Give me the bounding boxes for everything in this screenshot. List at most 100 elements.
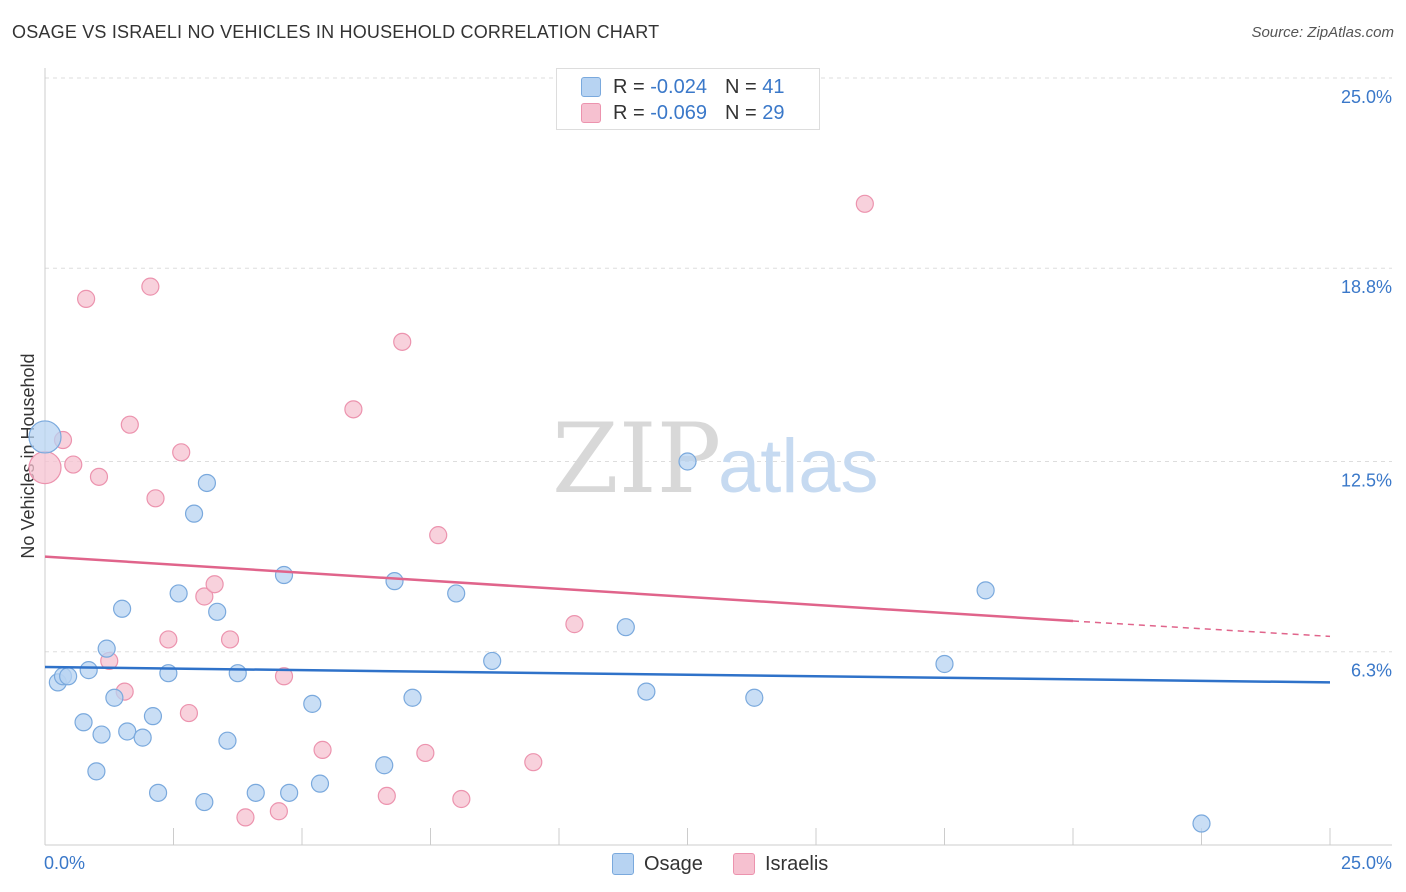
israelis-trend-line bbox=[44, 555, 1074, 623]
osage-point bbox=[74, 713, 93, 732]
israelis-point bbox=[855, 194, 874, 213]
osage-point bbox=[169, 584, 188, 603]
osage-point bbox=[87, 762, 106, 781]
osage-point bbox=[28, 420, 62, 454]
israelis-point bbox=[179, 703, 199, 723]
israelis-point bbox=[344, 400, 363, 419]
osage-point bbox=[112, 599, 132, 618]
source-note: Source: ZipAtlas.com bbox=[1251, 24, 1394, 41]
y-axis-label: No Vehicles in Household bbox=[18, 353, 38, 558]
osage-point bbox=[303, 694, 322, 713]
series-israelis-points bbox=[28, 194, 874, 827]
series-osage-points bbox=[28, 420, 1211, 833]
watermark-atlas: atlas bbox=[718, 424, 879, 509]
osage-point bbox=[246, 783, 265, 802]
osage-point bbox=[92, 725, 111, 744]
israelis-n-value: 29 bbox=[762, 101, 785, 124]
israelis-point bbox=[393, 332, 412, 351]
israelis-point bbox=[269, 802, 288, 821]
israelis-r-label: R = bbox=[613, 101, 645, 124]
osage-point bbox=[79, 661, 98, 680]
israelis-point bbox=[146, 489, 165, 508]
osage-legend-swatch bbox=[612, 853, 634, 875]
osage-point bbox=[133, 728, 152, 747]
y-tick-label: 6.3% bbox=[1351, 661, 1392, 681]
israelis-point bbox=[565, 615, 584, 634]
osage-point bbox=[143, 707, 163, 726]
osage-point bbox=[375, 756, 394, 775]
israelis-point bbox=[452, 789, 471, 809]
israelis-r-value: -0.069 bbox=[650, 101, 707, 124]
israelis-point bbox=[524, 753, 543, 772]
osage-point bbox=[745, 688, 764, 707]
y-tick-labels: 6.3% 12.5% 18.8% 25.0% bbox=[1341, 87, 1392, 681]
israelis-point bbox=[377, 786, 396, 806]
israelis-legend-label: Israelis bbox=[764, 852, 829, 875]
gridlines bbox=[45, 77, 1392, 653]
watermark: ZIP atlas bbox=[552, 403, 879, 515]
osage-point bbox=[280, 783, 299, 802]
y-tick-label: 12.5% bbox=[1341, 471, 1392, 491]
israelis-point bbox=[172, 443, 191, 462]
osage-point bbox=[678, 452, 697, 471]
legend-item-osage[interactable]: Osage bbox=[612, 853, 703, 876]
osage-point bbox=[59, 667, 78, 686]
israelis-point bbox=[77, 289, 96, 308]
chart-title: OSAGE VS ISRAELI NO VEHICLES IN HOUSEHOL… bbox=[12, 22, 660, 42]
osage-point bbox=[616, 618, 635, 637]
israelis-point bbox=[120, 415, 139, 434]
osage-n-label: N = bbox=[724, 75, 757, 98]
osage-r-value: -0.024 bbox=[650, 75, 707, 98]
israelis-trend-extension bbox=[1072, 620, 1331, 638]
osage-point bbox=[976, 581, 995, 600]
osage-point bbox=[218, 731, 237, 750]
osage-point bbox=[195, 792, 214, 812]
legend-item-israelis[interactable]: Israelis bbox=[732, 852, 829, 876]
osage-point bbox=[228, 664, 247, 683]
x-tick-labels: 0.0% 25.0% bbox=[44, 853, 1392, 873]
osage-point bbox=[637, 682, 656, 701]
israelis-point bbox=[416, 743, 435, 763]
israelis-point bbox=[89, 467, 109, 486]
israelis-point bbox=[274, 667, 294, 686]
israelis-n-label: N = bbox=[724, 101, 757, 124]
trend-lines bbox=[44, 555, 1331, 684]
osage-point bbox=[483, 651, 502, 671]
osage-point bbox=[118, 722, 137, 741]
israelis-point bbox=[220, 630, 240, 649]
osage-point bbox=[105, 688, 124, 707]
osage-r-label: R = bbox=[613, 75, 645, 98]
x-tick-label: 0.0% bbox=[44, 853, 85, 873]
israelis-point bbox=[159, 630, 178, 649]
osage-point bbox=[148, 783, 168, 802]
osage-point bbox=[403, 688, 422, 707]
osage-point bbox=[385, 572, 404, 591]
israelis-point bbox=[195, 587, 214, 606]
osage-point bbox=[274, 565, 294, 585]
osage-point bbox=[310, 774, 330, 793]
series-legend: Osage Israelis bbox=[612, 852, 858, 876]
correlation-legend: R = -0.024 N = 41 R = -0.069 N = 29 bbox=[556, 68, 820, 130]
legend-row-osage: R = -0.024 N = 41 bbox=[581, 75, 784, 99]
israelis-legend-swatch bbox=[732, 853, 755, 875]
osage-point bbox=[208, 602, 227, 621]
y-tick-label: 18.8% bbox=[1341, 277, 1392, 297]
osage-point bbox=[1192, 814, 1211, 833]
osage-n-value: 41 bbox=[762, 75, 785, 98]
osage-point bbox=[197, 473, 217, 493]
osage-point bbox=[184, 504, 204, 523]
legend-row-israelis: R = -0.069 N = 29 bbox=[581, 101, 784, 125]
osage-trend-line bbox=[44, 665, 1331, 684]
osage-point bbox=[935, 654, 954, 674]
israelis-swatch bbox=[581, 103, 601, 123]
israelis-point bbox=[28, 451, 62, 485]
israelis-point bbox=[313, 740, 332, 759]
x-tick-label: 25.0% bbox=[1341, 853, 1392, 873]
israelis-point bbox=[64, 455, 83, 474]
osage-point bbox=[97, 639, 116, 658]
osage-point bbox=[447, 584, 466, 603]
israelis-point bbox=[205, 575, 224, 594]
y-tick-label: 25.0% bbox=[1341, 87, 1392, 107]
osage-legend-label: Osage bbox=[644, 852, 703, 875]
